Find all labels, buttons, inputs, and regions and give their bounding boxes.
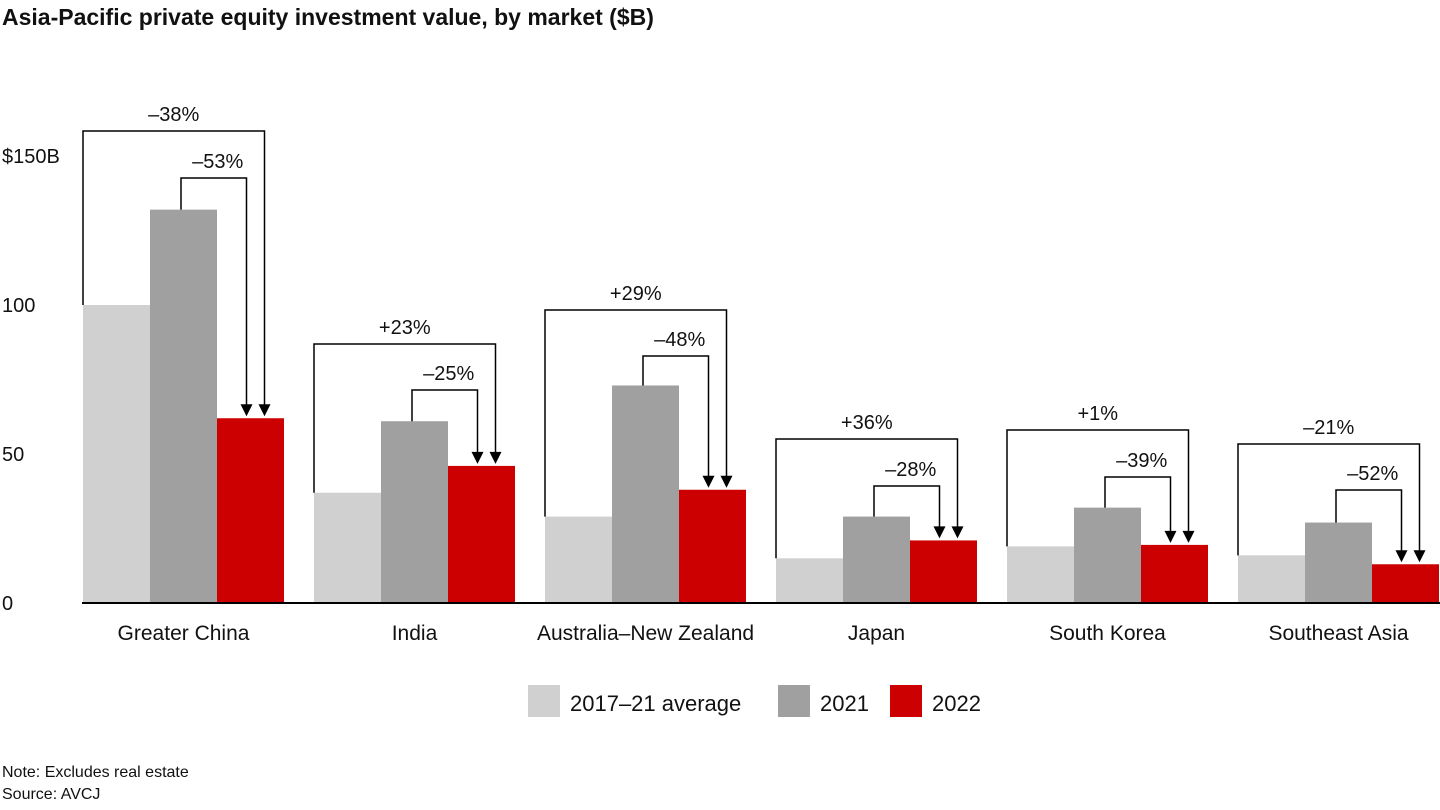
change-label-vs-2021: –53% [192, 151, 243, 173]
bar-japan-2017-21-average [776, 558, 843, 603]
bar-south-korea-2022 [1141, 544, 1208, 603]
bracket-line-vs-2021 [642, 355, 710, 478]
arrow-head-vs-2021 [240, 404, 253, 417]
change-label-vs-average: +36% [841, 412, 893, 434]
bracket-line-vs-average [82, 130, 266, 407]
category-label-greater-china: Greater China [118, 622, 250, 645]
bar-south-korea-2017-21-average [1007, 546, 1074, 603]
category-label-japan: Japan [848, 622, 905, 645]
bar-australia-new-zealand-2022 [679, 489, 746, 603]
bar-japan-2021 [843, 516, 910, 603]
bracket-line-vs-average [544, 309, 728, 517]
bracket-line-vs-average [1237, 443, 1421, 556]
arrow-head-vs-2021 [933, 526, 946, 539]
arrow-head-vs-average [951, 526, 964, 539]
y-tick-label: $150B [2, 146, 60, 168]
category-label-india: India [392, 622, 438, 645]
change-brackets: –38% –53% +23% –25% +29% –48% +36% –28% +1% –39% –… [82, 104, 1426, 563]
bar-australia-new-zealand-2017-21-average [545, 516, 612, 603]
bracket-group-australia-new-zealand: +29% –48% [544, 283, 733, 517]
change-label-vs-average: –21% [1303, 417, 1354, 439]
bars [83, 209, 1439, 603]
change-label-vs-2021: –48% [654, 329, 705, 351]
bar-india-2021 [381, 421, 448, 603]
arrow-head-vs-average [489, 451, 502, 464]
arrow-head-vs-average [1182, 530, 1195, 543]
category-labels: Greater China India Australia–New Zealand J… [118, 622, 1409, 645]
footnote-source: Source: AVCJ [2, 786, 101, 803]
bracket-group-south-korea: +1% –39% [1006, 403, 1195, 547]
bar-south-korea-2021 [1074, 507, 1141, 603]
bracket-line-vs-2021 [1335, 489, 1403, 553]
bar-greater-china-2017-21-average [83, 305, 150, 603]
bracket-line-vs-average [775, 438, 959, 559]
change-label-vs-average: +29% [610, 283, 662, 305]
change-label-vs-2021: –52% [1347, 463, 1398, 485]
change-label-vs-2021: –28% [885, 459, 936, 481]
bar-southeast-asia-2022 [1372, 564, 1439, 603]
y-tick-label: 0 [2, 593, 13, 615]
bar-india-2022 [448, 465, 515, 603]
change-label-vs-average: +1% [1077, 403, 1118, 425]
chart-title: Asia-Pacific private equity investment v… [2, 4, 654, 30]
change-label-vs-average: +23% [379, 317, 431, 339]
arrow-head-vs-average [258, 404, 271, 417]
bracket-group-japan: +36% –28% [775, 412, 964, 559]
legend-swatch-2021 [778, 685, 810, 717]
arrow-head-vs-2021 [1164, 530, 1177, 543]
arrow-head-vs-average [1413, 550, 1426, 563]
legend-label-2021: 2021 [820, 691, 869, 716]
change-label-vs-average: –38% [148, 104, 199, 126]
arrow-head-vs-2021 [471, 451, 484, 464]
bar-southeast-asia-2021 [1305, 522, 1372, 603]
bar-japan-2022 [910, 540, 977, 603]
arrow-head-vs-2021 [1395, 550, 1408, 563]
bracket-line-vs-2021 [180, 177, 248, 407]
arrow-head-vs-2021 [702, 475, 715, 488]
bracket-line-vs-average [1006, 429, 1190, 547]
legend: 2017–21 average 2021 2022 [528, 685, 981, 717]
bracket-line-vs-2021 [1104, 476, 1172, 533]
bracket-group-greater-china: –38% –53% [82, 104, 271, 417]
y-tick-label: 50 [2, 444, 24, 466]
bar-greater-china-2021 [150, 209, 217, 603]
bracket-group-southeast-asia: –21% –52% [1237, 417, 1426, 563]
change-label-vs-2021: –25% [423, 363, 474, 385]
bracket-group-india: +23% –25% [313, 317, 502, 493]
bar-india-2017-21-average [314, 492, 381, 603]
category-label-australia-new-zealand: Australia–New Zealand [537, 622, 754, 645]
legend-label-2017-21-average: 2017–21 average [570, 691, 741, 716]
arrow-head-vs-average [720, 475, 733, 488]
footnote-note: Note: Excludes real estate [2, 764, 189, 781]
bracket-line-vs-average [313, 343, 497, 493]
category-label-southeast-asia: Southeast Asia [1268, 622, 1408, 645]
change-label-vs-2021: –39% [1116, 450, 1167, 472]
bar-southeast-asia-2017-21-average [1238, 555, 1305, 603]
legend-label-2022: 2022 [932, 691, 981, 716]
y-axis-ticks: 0 50 100 $150B [2, 146, 60, 615]
y-tick-label: 100 [2, 295, 35, 317]
bar-australia-new-zealand-2021 [612, 385, 679, 603]
bracket-line-vs-2021 [411, 389, 479, 454]
bar-greater-china-2022 [217, 418, 284, 603]
bracket-line-vs-2021 [873, 485, 941, 529]
legend-swatch-2022 [890, 685, 922, 717]
legend-swatch-2017-21-average [528, 685, 560, 717]
category-label-south-korea: South Korea [1049, 622, 1166, 645]
